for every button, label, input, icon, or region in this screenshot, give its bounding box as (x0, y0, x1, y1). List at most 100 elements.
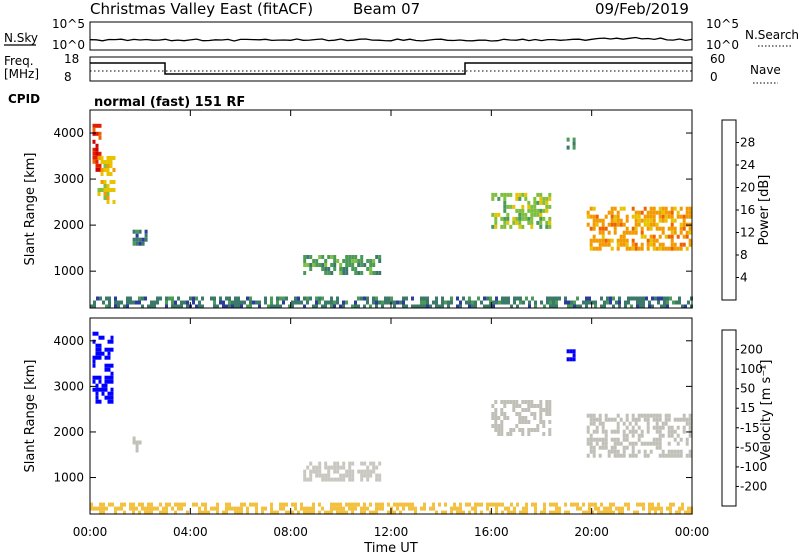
heatmap-cell (315, 300, 318, 305)
heatmap-cell (369, 267, 373, 271)
heatmap-cell (613, 445, 617, 450)
heatmap-cell (98, 355, 102, 360)
heatmap-cell (135, 448, 139, 453)
heatmap-cell (110, 363, 114, 368)
heatmap-cell (664, 214, 668, 219)
heatmap-cell (494, 220, 498, 225)
heatmap-cell (165, 304, 168, 309)
heatmap-cell (646, 417, 650, 422)
heatmap-cell (616, 421, 620, 426)
heatmap-cell (438, 502, 441, 507)
heatmap-cell (363, 263, 367, 267)
heatmap-cell (321, 506, 324, 511)
heatmap-cell (670, 429, 674, 434)
heatmap-cell (104, 379, 108, 384)
heatmap-cell (138, 300, 141, 305)
heatmap-cell (594, 502, 597, 507)
heatmap-cell (646, 453, 650, 458)
heatmap-cell (500, 192, 504, 197)
heatmap-cell (264, 300, 267, 305)
heatmap-cell (372, 300, 375, 305)
heatmap-cell (333, 255, 337, 259)
heatmap-cell (533, 204, 537, 209)
heatmap-cell (573, 502, 576, 507)
heatmap-cell (533, 208, 537, 213)
heatmap-cell (234, 296, 237, 301)
heatmap-cell (548, 196, 552, 201)
heatmap-cell (246, 510, 249, 515)
heatmap-cell (372, 469, 376, 474)
heatmap-cell (90, 506, 93, 511)
heatmap-cell (192, 296, 195, 301)
heatmap-cell (107, 379, 111, 384)
heatmap-cell (255, 510, 258, 515)
heatmap-cell (527, 408, 531, 412)
heatmap-cell (297, 510, 300, 515)
heatmap-cell (333, 461, 337, 466)
colorbar-tick-label: 16 (740, 203, 755, 217)
heatmap-cell (339, 465, 343, 470)
heatmap-cell (342, 461, 346, 466)
colorbar-tick-label: 28 (740, 136, 755, 150)
heatmap-cell (426, 296, 429, 301)
heatmap-cell (598, 445, 602, 450)
heatmap-cell (306, 465, 310, 470)
heatmap-cell (417, 304, 420, 309)
heatmap-cell (423, 304, 426, 309)
heatmap-cell (98, 379, 102, 384)
heatmap-cell (117, 304, 120, 309)
heatmap-cell (348, 473, 352, 478)
heatmap-cell (612, 296, 615, 301)
heatmap-cell (288, 510, 291, 515)
heatmap-cell (646, 242, 650, 247)
heatmap-cell (306, 510, 309, 515)
heatmap-cell (354, 304, 357, 309)
heatmap-cell (339, 473, 343, 478)
heatmap-cell (649, 242, 653, 247)
heatmap-cell (524, 212, 528, 217)
heatmap-cell (321, 255, 325, 259)
heatmap-cell (678, 506, 681, 511)
heatmap-cell (99, 502, 102, 507)
heatmap-cell (92, 127, 96, 132)
heatmap-cell (588, 300, 591, 305)
heatmap-cell (219, 300, 222, 305)
heatmap-cell (652, 417, 656, 422)
heatmap-cell (667, 425, 671, 430)
heatmap-cell (543, 506, 546, 511)
heatmap-cell (666, 300, 669, 305)
heatmap-cell (162, 506, 165, 511)
heatmap-cell (616, 222, 620, 227)
heatmap-cell (225, 506, 228, 511)
heatmap-cell (411, 296, 414, 301)
heatmap-cell (631, 242, 635, 247)
heatmap-cell (105, 296, 108, 301)
heatmap-cell (276, 510, 279, 515)
heatmap-cell (525, 510, 528, 515)
heatmap-cell (518, 208, 522, 213)
heatmap-cell (315, 473, 319, 478)
heatmap-cell (234, 510, 237, 515)
heatmap-cell (613, 417, 617, 422)
heatmap-cell (92, 379, 96, 384)
heatmap-cell (110, 339, 114, 344)
heatmap-cell (652, 413, 656, 418)
heatmap-cell (180, 300, 183, 305)
heatmap-cell (637, 425, 641, 430)
heatmap-cell (369, 510, 372, 515)
heatmap-cell (515, 412, 519, 416)
heatmap-cell (177, 506, 180, 511)
heatmap-cell (619, 417, 623, 422)
heatmap-cell (107, 351, 111, 356)
heatmap-cell (106, 160, 110, 164)
heatmap-cell (100, 168, 104, 172)
heatmap-cell (497, 212, 501, 217)
heatmap-cell (664, 234, 668, 239)
heatmap-cell (552, 510, 555, 515)
heatmap-cell (423, 296, 426, 301)
heatmap-cell (622, 445, 626, 450)
heatmap-cell (494, 212, 498, 217)
heatmap-cell (174, 502, 177, 507)
heatmap-cell (658, 218, 662, 223)
heatmap-cell (98, 123, 102, 128)
